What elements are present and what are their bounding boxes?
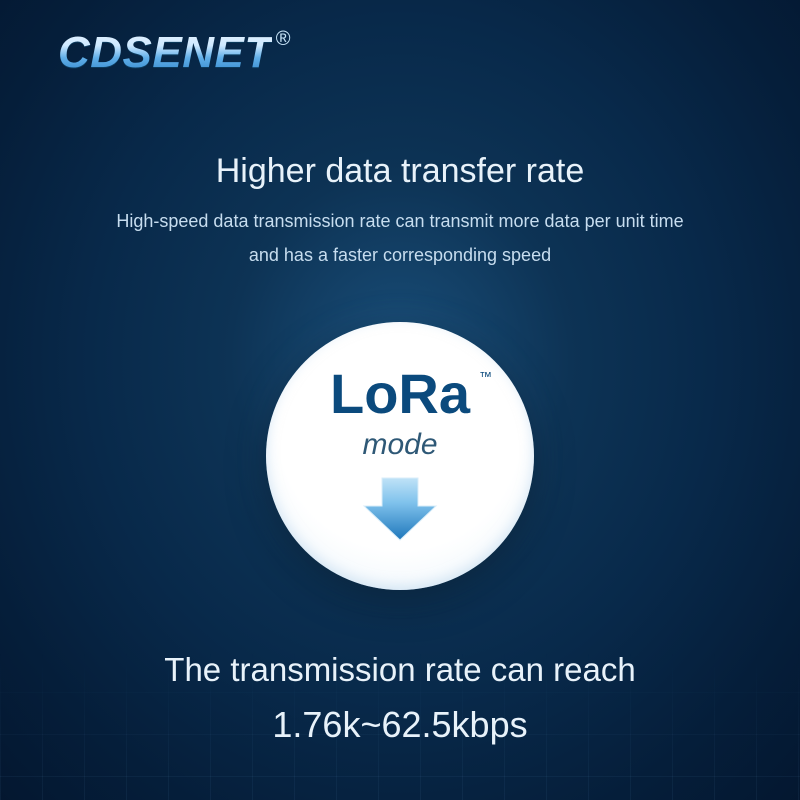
brand-logo: CDSENET® <box>58 28 287 74</box>
badge-disc: LoRa ™ mode <box>266 322 534 590</box>
badge-subtitle: mode <box>362 428 437 462</box>
brand-name: CDSENET <box>58 28 272 78</box>
lora-badge: LoRa ™ mode <box>266 322 534 590</box>
registered-mark: ® <box>276 28 291 50</box>
page-subtitle: High-speed data transmission rate can tr… <box>0 204 800 272</box>
badge-title: LoRa ™ <box>330 366 470 422</box>
down-arrow-icon <box>358 476 442 542</box>
subtitle-line-2: and has a faster corresponding speed <box>249 245 551 265</box>
footer-value: 1.76k~62.5kbps <box>0 704 800 746</box>
subtitle-line-1: High-speed data transmission rate can tr… <box>116 211 683 231</box>
footer-label: The transmission rate can reach <box>0 651 800 689</box>
trademark: ™ <box>479 370 492 383</box>
page-title: Higher data transfer rate <box>0 152 800 191</box>
